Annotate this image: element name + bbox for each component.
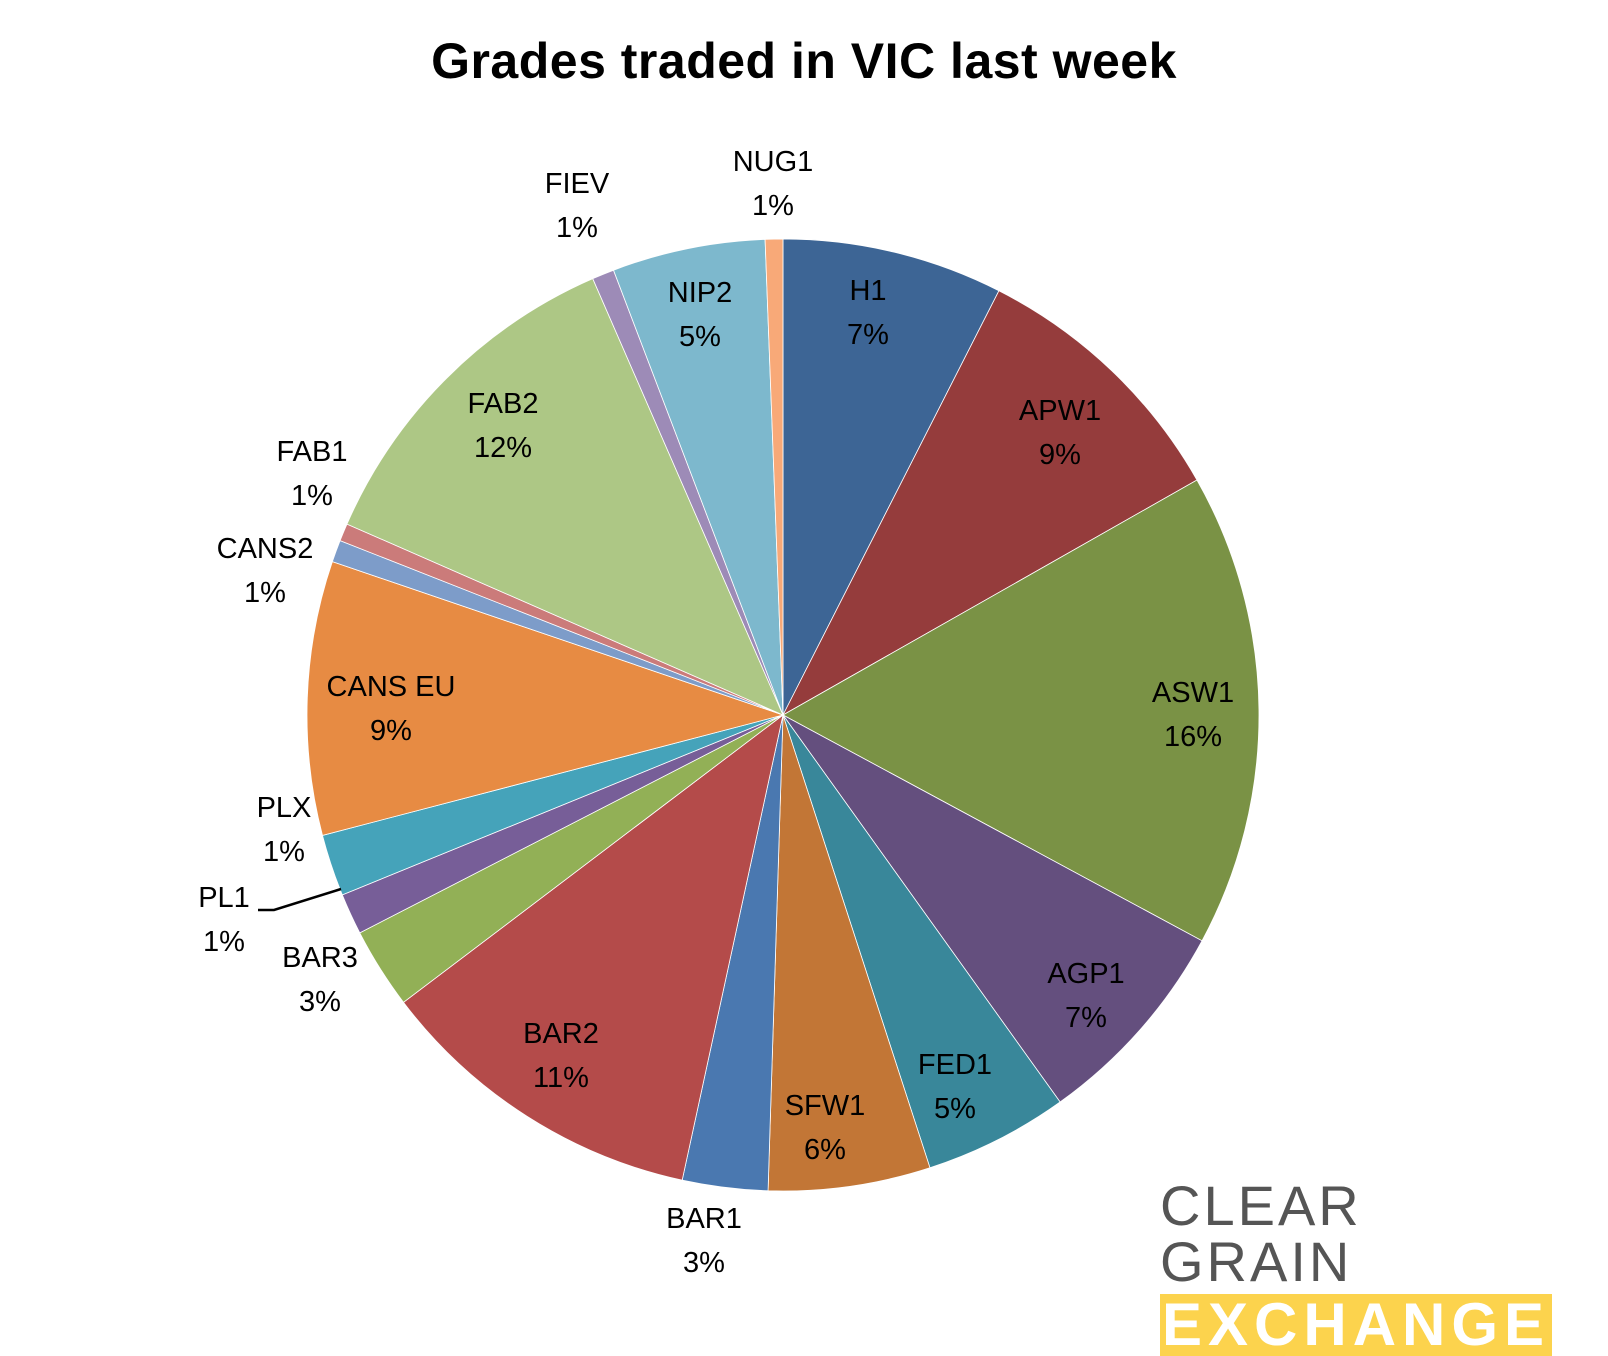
pie-slice-sfw1 [767,714,931,1192]
slice-label-fed1: FED1 5% [918,1049,992,1125]
pie-slice-fab2 [346,278,784,716]
slice-label-fiev: FIEV 1% [545,168,610,244]
slice-label-cans-eu: CANS EU 9% [327,671,456,747]
pie-slice-h1 [782,238,1000,716]
pie-slices [306,238,1260,1192]
pie-slice-asw1 [782,479,1260,942]
slice-label-asw1: ASW1 16% [1152,677,1234,753]
slice-label-agp1: AGP1 7% [1047,958,1124,1034]
pie-slice-fed1 [782,714,1061,1169]
chart-title: Grades traded in VIC last week [431,33,1177,89]
logo-line1: CLEAR GRAIN [1160,1174,1362,1293]
leader-line-pl1 [258,887,342,912]
slice-label-nug1: NUG1 1% [733,146,814,222]
slice-labels: H1 7% APW1 9% ASW1 16% AGP1 7% FED1 5% SFW1 6% BAR1 3… [198,146,1234,1279]
slice-label-bar1: BAR1 3% [666,1203,742,1279]
slice-label-fab1: FAB1 1% [277,436,348,512]
pie-slice-apw1 [782,290,1198,717]
pie-slice-bar2 [402,714,784,1181]
slice-label-fab2: FAB2 12% [468,388,539,464]
slice-label-cans2: CANS2 1% [217,533,314,609]
logo-line2: EXCHANGE [1160,1294,1552,1356]
pie-slice-nip2 [612,238,784,716]
slice-label-bar3: BAR3 3% [282,942,358,1018]
pie-slice-nug1 [764,238,784,716]
slice-label-apw1: APW1 9% [1019,395,1101,471]
pie-slice-cans-eu [306,561,785,836]
slice-label-bar2: BAR2 11% [523,1018,599,1094]
slice-label-nip2: NIP2 5% [668,277,732,353]
leader-lines [258,887,342,912]
pie-slice-agp1 [782,714,1203,1103]
clear-grain-exchange-logo: CLEAR GRAIN EXCHANGE [1160,1178,1552,1356]
slice-label-pl1: PL1 1% [198,882,250,958]
slice-label-h1: H1 7% [847,275,889,351]
slice-label-sfw1: SFW1 6% [785,1090,866,1166]
slice-label-plx: PLX 1% [257,792,312,868]
